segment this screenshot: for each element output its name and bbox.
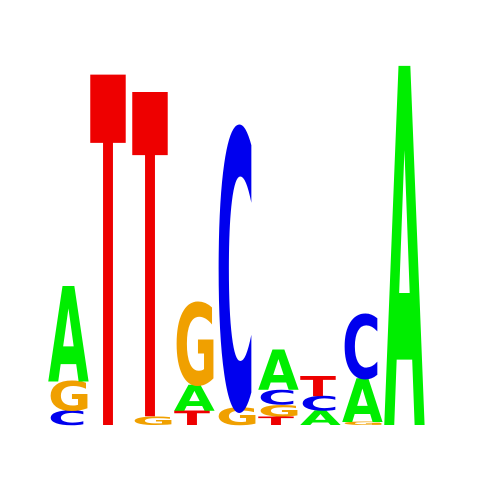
logo-letter-g-pos-4: G xyxy=(174,281,217,411)
logo-letter-c-pos-6: C xyxy=(258,387,297,410)
logo-letter-a-pos-9: A xyxy=(384,0,425,480)
logo-letter-a-pos-7: A xyxy=(300,407,341,430)
logo-letter-c-pos-8: C xyxy=(342,299,381,401)
logo-letter-t-pos-4: T xyxy=(174,407,210,430)
logo-letter-a-pos-4: A xyxy=(174,377,215,419)
logo-letter-t-pos-6: T xyxy=(258,414,294,428)
logo-letter-t-pos-2: T xyxy=(90,0,126,480)
logo-letter-t-pos-7: T xyxy=(300,370,336,402)
logo-letter-c-pos-1: C xyxy=(48,407,87,430)
logo-letter-t-pos-3: T xyxy=(132,3,168,480)
logo-letter-a-pos-1: A xyxy=(48,259,89,412)
logo-letter-g-pos-3: G xyxy=(132,414,175,428)
logo-letter-g-pos-8: G xyxy=(342,421,385,426)
logo-letter-g-pos-5: G xyxy=(216,403,259,431)
logo-letter-g-pos-6: G xyxy=(258,402,301,420)
logo-letter-c-pos-5: C xyxy=(216,55,255,480)
logo-letter-a-pos-6: A xyxy=(258,339,299,404)
logo-letter-c-pos-7: C xyxy=(300,393,339,416)
logo-letter-g-pos-1: G xyxy=(48,375,91,421)
logo-letter-a-pos-8: A xyxy=(342,368,383,437)
